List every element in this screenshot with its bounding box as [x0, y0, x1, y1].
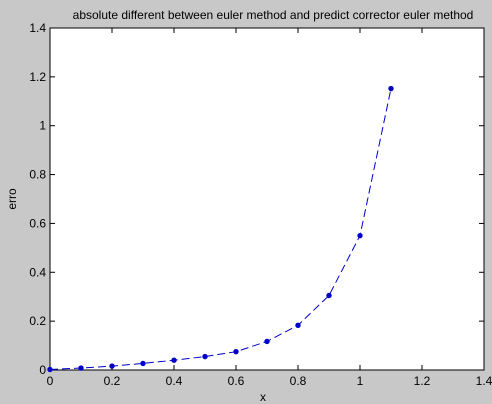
data-point — [388, 85, 394, 92]
x-tick-label: 0.2 — [104, 374, 121, 388]
y-tick-label: 0.8 — [29, 168, 46, 182]
y-tick-label: 0.2 — [29, 314, 46, 328]
y-tick-label: 1.2 — [29, 70, 46, 84]
labels: 0 0.2 0.4 0.6 0.8 1 1.2 1.4 0 0.2 0.4 0.6 0.8 1 1.2 1.4… — [5, 8, 492, 404]
data-point — [140, 360, 146, 367]
series-line — [49, 88, 392, 370]
data-point — [47, 366, 53, 373]
y-tick-label: 1 — [39, 119, 46, 133]
data-point — [326, 292, 332, 299]
y-tick-label: 0 — [39, 363, 46, 377]
x-tick-label: 0.4 — [166, 374, 183, 388]
chart-title: absolute different between euler method … — [73, 8, 474, 22]
x-tick-label: 0.6 — [228, 374, 245, 388]
data-point — [171, 357, 177, 363]
y-tick-label: 0.4 — [29, 265, 46, 279]
axes — [49, 27, 485, 371]
data-point — [357, 232, 363, 239]
x-tick-label: 0 — [47, 374, 54, 388]
x-tick-label: 1 — [357, 374, 364, 388]
y-axis-label: erro — [5, 188, 19, 210]
y-tick-label: 0.6 — [29, 216, 46, 230]
x-tick-label: 1.2 — [414, 374, 431, 388]
data-point — [78, 365, 84, 371]
data-point — [295, 322, 301, 328]
plot-area — [50, 28, 484, 370]
series — [47, 85, 394, 373]
x-tick-label: 0.8 — [290, 374, 307, 388]
axes-box — [49, 27, 485, 371]
x-axis-label: x — [260, 390, 266, 404]
x-tick-label: 1.4 — [476, 374, 492, 388]
data-point — [264, 338, 270, 345]
y-tick-label: 1.4 — [29, 21, 46, 35]
data-point — [109, 363, 115, 369]
data-point — [202, 353, 208, 360]
data-point — [233, 348, 239, 355]
